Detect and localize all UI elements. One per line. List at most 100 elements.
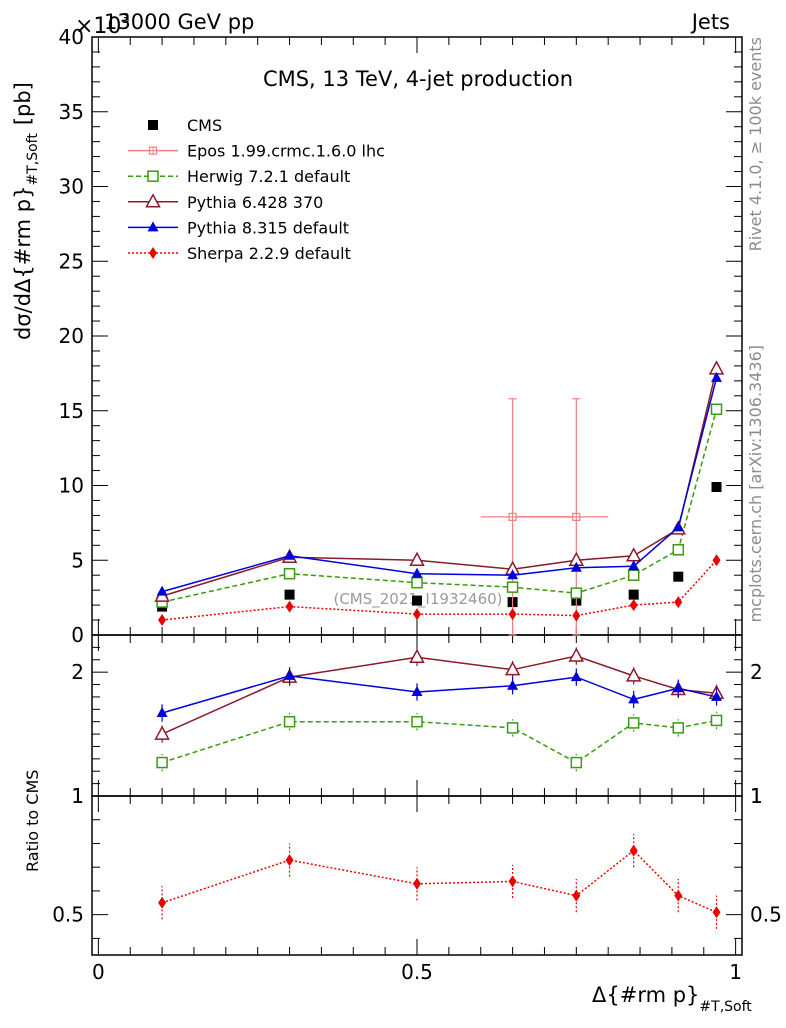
multiplier-label: ×103 bbox=[75, 12, 130, 39]
data-point bbox=[413, 608, 421, 621]
data-point bbox=[629, 844, 638, 857]
data-point bbox=[711, 371, 723, 382]
legend-item: Pythia 8.315 default bbox=[128, 218, 349, 237]
data-point bbox=[673, 571, 684, 582]
data-point bbox=[147, 221, 159, 232]
series-layer bbox=[154, 360, 725, 929]
category-label: Jets bbox=[690, 10, 730, 34]
legend-label: Pythia 6.428 370 bbox=[187, 193, 323, 212]
data-point bbox=[409, 648, 425, 664]
ratio-tick-label: 2 bbox=[71, 660, 84, 684]
legend-label: CMS bbox=[187, 116, 222, 135]
y-tick-label: 15 bbox=[59, 399, 84, 423]
data-point bbox=[284, 669, 296, 680]
ratio-tick-label-right: 2 bbox=[750, 660, 763, 684]
data-point bbox=[572, 889, 581, 902]
data-point bbox=[672, 722, 685, 734]
data-point bbox=[629, 599, 638, 612]
chart-title: CMS, 13 TeV, 4-jet production bbox=[263, 67, 573, 91]
data-point bbox=[148, 146, 158, 155]
data-point bbox=[149, 247, 157, 259]
data-point bbox=[506, 581, 519, 593]
data-point bbox=[507, 679, 519, 690]
data-point bbox=[507, 569, 519, 580]
y-tick-label: 5 bbox=[71, 548, 84, 572]
data-point bbox=[284, 589, 295, 600]
data-point bbox=[570, 756, 583, 769]
legend-item: Sherpa 2.2.9 default bbox=[128, 244, 351, 263]
data-point bbox=[570, 587, 583, 599]
series-pythia bbox=[156, 371, 723, 722]
data-point bbox=[674, 596, 683, 609]
x-tick-label: 0.5 bbox=[401, 960, 433, 984]
ratio-tick-label: 1 bbox=[71, 784, 84, 808]
data-point bbox=[627, 569, 640, 581]
data-point bbox=[148, 120, 158, 130]
series-pythia bbox=[154, 360, 725, 743]
legend: CMS Epos 1.99.crmc.1.6.0 lhc Herwig 7.2.1 … bbox=[128, 116, 385, 263]
data-point bbox=[628, 560, 640, 571]
data-point bbox=[712, 554, 721, 567]
series-line bbox=[161, 409, 718, 603]
ratio-tick-label: 1 bbox=[71, 784, 84, 808]
data-point bbox=[158, 614, 167, 627]
data-point bbox=[154, 725, 170, 740]
y-tick-label: 30 bbox=[59, 175, 84, 199]
data-point bbox=[672, 544, 685, 556]
y-axis-label: dσ/dΔ{#rm p}#T,Soft[pb] bbox=[11, 82, 41, 340]
series-sherpa bbox=[158, 554, 721, 929]
ratio-line bbox=[161, 675, 717, 714]
ratio-line bbox=[161, 719, 717, 764]
x-tick-label: 0 bbox=[92, 960, 105, 984]
data-point bbox=[628, 693, 640, 704]
data-point bbox=[710, 714, 723, 727]
data-point bbox=[147, 170, 159, 182]
data-point bbox=[674, 889, 683, 902]
x-axis-label: Δ{#rm p}#T,Soft bbox=[592, 983, 752, 1015]
data-point bbox=[283, 715, 296, 728]
y-tick-label: 10 bbox=[59, 474, 84, 498]
mcplots-label: mcplots.cern.ch [arXiv:1306.3436] bbox=[746, 345, 765, 622]
beam-label: 13000 GeV pp bbox=[104, 10, 254, 34]
data-point bbox=[504, 661, 521, 676]
legend-item: Herwig 7.2.1 default bbox=[128, 167, 350, 186]
data-point bbox=[156, 585, 168, 596]
ratio-line bbox=[161, 849, 717, 913]
data-point bbox=[570, 561, 582, 572]
ratio-y-axis-label: Ratio to CMS bbox=[23, 770, 42, 872]
data-point bbox=[572, 512, 581, 521]
data-point bbox=[411, 576, 423, 589]
data-point bbox=[570, 671, 582, 682]
rivet-label: Rivet 4.1.0, ≥ 100k events bbox=[746, 37, 765, 251]
legend-item: CMS bbox=[148, 116, 222, 135]
data-point bbox=[409, 551, 425, 566]
data-point bbox=[710, 403, 723, 416]
data-point bbox=[506, 722, 519, 734]
data-point bbox=[283, 567, 296, 580]
y-tick-label: 20 bbox=[59, 324, 84, 348]
data-point bbox=[285, 854, 294, 867]
legend-item: Pythia 6.428 370 bbox=[128, 193, 323, 212]
y-tick-label: 25 bbox=[59, 249, 84, 273]
data-point bbox=[156, 756, 168, 769]
y-tick-label: 35 bbox=[59, 100, 84, 124]
data-point bbox=[508, 875, 517, 888]
data-point bbox=[508, 608, 517, 621]
data-point bbox=[672, 521, 684, 532]
data-point bbox=[411, 567, 423, 578]
data-point bbox=[711, 690, 723, 701]
data-point bbox=[411, 685, 423, 696]
data-point bbox=[712, 906, 721, 919]
y-tick-label: 40 bbox=[59, 25, 84, 49]
ratio-tick-label: 0.5 bbox=[52, 903, 84, 927]
legend-label: Sherpa 2.2.9 default bbox=[187, 244, 351, 263]
data-point bbox=[413, 877, 421, 890]
x-tick-label: 1 bbox=[729, 960, 742, 984]
legend-label: Pythia 8.315 default bbox=[187, 218, 349, 237]
legend-label: Herwig 7.2.1 default bbox=[187, 167, 350, 186]
data-point bbox=[145, 193, 161, 208]
series-line bbox=[162, 559, 718, 621]
ratio-tick-label-right: 1 bbox=[750, 784, 763, 808]
